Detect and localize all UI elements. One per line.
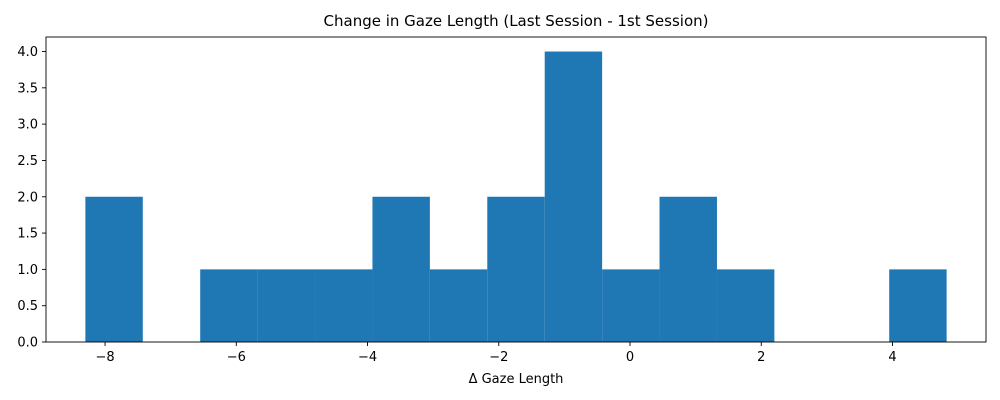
x-tick-label: 0 — [626, 350, 634, 365]
bars-group — [85, 51, 947, 343]
y-axis-ticks: 0.0 0.5 1.0 1.5 2.0 2.5 3.0 3.5 4.0 — [17, 45, 46, 351]
x-tick-label: −8 — [95, 350, 114, 365]
y-tick-label: 3.5 — [17, 81, 38, 96]
y-tick-label: 4.0 — [17, 45, 38, 60]
x-tick-label: −2 — [489, 350, 508, 365]
y-tick-label: 3.0 — [17, 118, 38, 133]
histogram-bar — [372, 196, 430, 342]
histogram-bar — [889, 269, 947, 342]
histogram-bar — [544, 51, 603, 343]
x-axis-label: Δ Gaze Length — [469, 372, 564, 387]
x-tick-label: 2 — [757, 350, 765, 365]
histogram-bar — [257, 269, 316, 342]
y-tick-label: 0.0 — [17, 336, 38, 351]
histogram-bar — [200, 269, 258, 342]
chart-title: Change in Gaze Length (Last Session - 1s… — [324, 12, 709, 30]
x-tick-label: −6 — [227, 350, 246, 365]
y-tick-label: 2.0 — [17, 190, 38, 205]
x-axis-ticks: −8 −6 −4 −2 0 2 4 — [95, 342, 897, 365]
histogram-bar — [716, 269, 775, 342]
histogram-bar — [85, 196, 143, 342]
histogram-bar — [429, 269, 488, 342]
plot-area-frame — [45, 36, 987, 343]
y-tick-label: 0.5 — [17, 299, 38, 314]
histogram-bar — [602, 269, 660, 342]
histogram-bar — [659, 196, 717, 342]
y-tick-label: 2.5 — [17, 154, 38, 169]
x-tick-label: 4 — [888, 350, 896, 365]
histogram-bar — [315, 269, 373, 342]
x-tick-label: −4 — [358, 350, 377, 365]
histogram-bar — [487, 196, 545, 342]
y-tick-label: 1.0 — [17, 263, 38, 278]
y-tick-label: 1.5 — [17, 227, 38, 242]
